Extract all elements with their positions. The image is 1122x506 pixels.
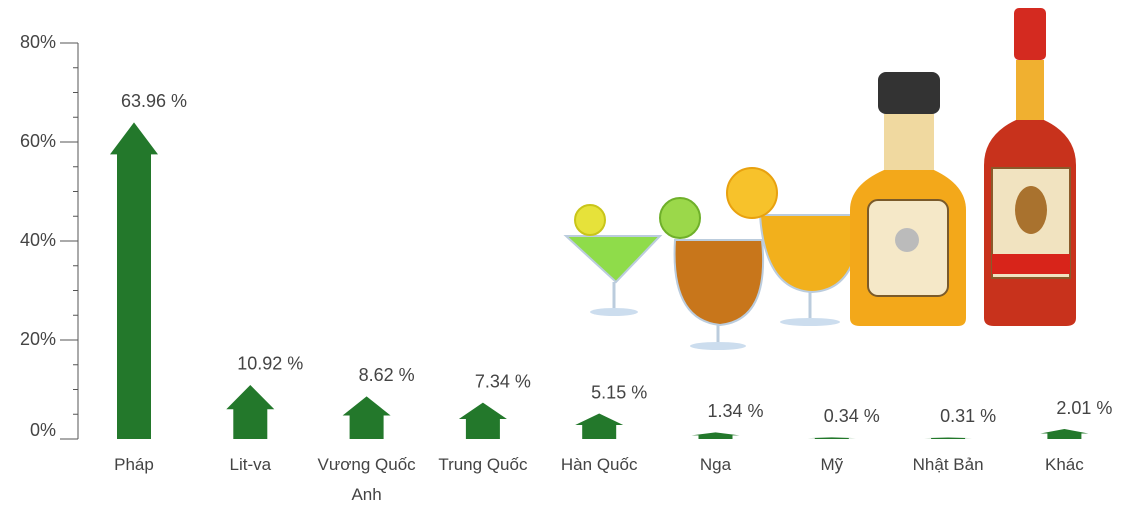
y-tick-label: 0% — [30, 420, 56, 440]
value-label: 1.34 % — [707, 401, 763, 421]
y-tick-label: 80% — [20, 32, 56, 52]
value-label: 63.96 % — [121, 91, 187, 111]
x-tick-label: Khác — [1045, 455, 1084, 474]
y-tick-label: 60% — [20, 131, 56, 151]
x-tick-label: Mỹ — [820, 455, 844, 474]
arrow-bar — [807, 437, 856, 439]
value-label: 8.62 % — [359, 365, 415, 385]
value-label: 0.34 % — [824, 406, 880, 426]
value-label: 0.31 % — [940, 406, 996, 426]
y-tick-label: 40% — [20, 230, 56, 250]
value-label: 5.15 % — [591, 382, 647, 402]
arrow-bar — [691, 432, 740, 439]
x-tick-label: Nhật Bản — [912, 455, 984, 474]
value-label: 10.92 % — [237, 354, 303, 374]
x-tick-label: Trung Quốc — [438, 455, 528, 474]
arrow-bar — [458, 402, 507, 439]
value-label: 7.34 % — [475, 371, 531, 391]
x-tick-label: Pháp — [114, 455, 154, 474]
x-tick-label: Nga — [699, 455, 732, 474]
x-tick-label: Hàn Quốc — [560, 455, 638, 474]
arrow-bar — [1040, 429, 1089, 439]
x-tick-label: Lit-va — [229, 455, 272, 474]
arrow-bar — [342, 396, 391, 439]
value-label: 2.01 % — [1056, 398, 1112, 418]
drinks-illustration — [563, 8, 1076, 350]
arrow-bar — [110, 122, 158, 439]
y-tick-label: 20% — [20, 329, 56, 349]
arrow-bar — [226, 384, 275, 439]
arrow-bar — [575, 413, 624, 439]
x-tick-label: Vương Quốc Anh — [317, 455, 416, 504]
arrow-bar — [924, 437, 973, 439]
